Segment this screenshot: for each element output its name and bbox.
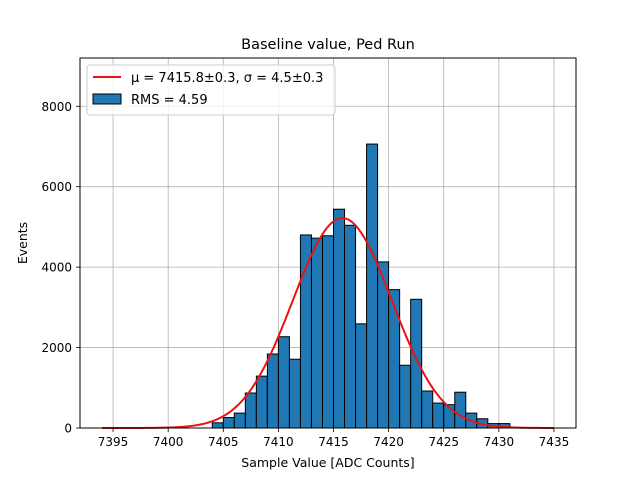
y-tick-label: 4000 [41,261,72,275]
histogram-bar [333,208,346,429]
histogram-bar [244,392,257,429]
histogram-bar [421,390,434,429]
chart-title: Baseline value, Ped Run [241,37,415,53]
x-tick-label: 7395 [98,435,129,449]
x-tick-label: 7430 [484,435,515,449]
x-tick-label: 7425 [428,435,459,449]
histogram-bar [266,353,279,429]
x-tick-label: 7405 [208,435,239,449]
legend-box [86,64,336,116]
legend: μ = 7415.8±0.3, σ = 4.5±0.3 RMS = 4.59 [86,64,336,116]
histogram-bar [388,289,401,429]
x-tick-label: 7400 [153,435,184,449]
histogram-bar [366,143,379,429]
histogram-bar [321,235,335,429]
histogram-bar [233,412,246,429]
y-tick-label: 2000 [41,341,72,355]
x-axis-label: Sample Value [ADC Counts] [241,455,414,470]
histogram-bar [454,391,467,429]
y-tick-label: 8000 [41,100,72,114]
y-tick-label: 6000 [41,180,72,194]
histogram-bar [277,336,290,429]
y-axis-label: Events [15,222,30,264]
histogram-bar [432,402,445,429]
x-tick-label: 7420 [373,435,404,449]
histogram-bar [399,364,412,429]
x-tick-label: 7435 [539,435,570,449]
histogram-bar [288,358,301,429]
x-tick-label: 7410 [263,435,294,449]
legend-fit-label: μ = 7415.8±0.3, σ = 4.5±0.3 [131,71,323,86]
histogram-bar [310,237,323,429]
x-tick-label: 7415 [318,435,349,449]
legend-hist-swatch [92,93,122,105]
histogram-bar [211,422,224,429]
axis-ticks: 7395 7400 7405 7410 7415 7420 7425 7430 7435 0 200… [41,100,569,449]
plot-frame [79,57,577,429]
y-tick-label: 0 [64,422,72,436]
histogram-bar [255,375,268,429]
histogram-bar [344,224,357,429]
histogram-bar [355,323,368,429]
legend-hist-label: RMS = 4.59 [131,93,208,108]
gaussian-fit-curve [102,217,554,429]
histogram-bar [222,417,235,429]
histogram-bar [410,298,423,429]
histogram-bar [299,234,312,429]
